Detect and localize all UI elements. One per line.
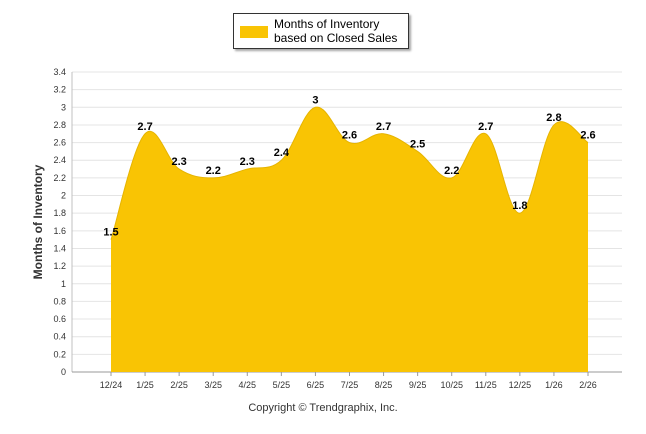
data-label: 2.7: [376, 121, 391, 133]
y-tick-label: 3: [61, 102, 66, 112]
x-tick-label: 2/25: [170, 380, 188, 390]
data-label: 1.5: [103, 227, 118, 239]
y-tick-label: 2: [61, 191, 66, 201]
data-label: 2.7: [478, 121, 493, 133]
data-label: 2.7: [137, 121, 152, 133]
y-tick-label: 0.8: [53, 296, 66, 306]
copyright-credit: Copyright © Trendgraphix, Inc.: [248, 402, 398, 414]
legend-label: Months of Inventory based on Closed Sale…: [274, 17, 398, 45]
data-label: 2.8: [546, 112, 561, 124]
y-axis-title: Months of Inventory: [31, 164, 45, 279]
y-tick-label: 1.8: [53, 208, 66, 218]
y-tick-label: 3.2: [53, 85, 66, 95]
y-tick-label: 0.6: [53, 314, 66, 324]
data-label: 2.3: [171, 156, 186, 168]
x-tick-label: 10/25: [440, 380, 463, 390]
data-label: 2.2: [206, 165, 221, 177]
legend-swatch: [240, 26, 268, 38]
area-fill: [111, 107, 588, 372]
x-tick-label: 12/25: [509, 380, 532, 390]
y-tick-label: 2.8: [53, 120, 66, 130]
x-tick-label: 2/26: [579, 380, 597, 390]
x-tick-label: 3/25: [204, 380, 222, 390]
x-tick-label: 1/26: [545, 380, 563, 390]
data-label: 2.4: [274, 147, 290, 159]
x-tick-label: 12/24: [100, 380, 123, 390]
legend: Months of Inventory based on Closed Sale…: [233, 13, 409, 49]
data-label: 2.2: [444, 165, 459, 177]
x-tick-label: 1/25: [136, 380, 154, 390]
y-tick-label: 1.2: [53, 261, 66, 271]
series-line: [110, 106, 589, 240]
y-tick-label: 0.2: [53, 349, 66, 359]
data-label: 2.5: [410, 138, 425, 150]
y-tick-label: 1: [61, 279, 66, 289]
y-tick-label: 0.4: [53, 332, 66, 342]
data-label: 2.3: [240, 156, 255, 168]
data-label: 2.6: [342, 130, 357, 142]
x-tick-label: 8/25: [375, 380, 393, 390]
y-tick-label: 3.4: [53, 67, 66, 77]
data-label: 2.6: [580, 130, 595, 142]
data-label: 3: [312, 94, 318, 106]
y-tick-label: 2.2: [53, 173, 66, 183]
y-tick-label: 2.4: [53, 155, 66, 165]
x-tick-label: 4/25: [239, 380, 257, 390]
x-tick-label: 11/25: [475, 380, 497, 390]
x-tick-label: 6/25: [307, 380, 325, 390]
data-label: 1.8: [512, 200, 527, 212]
y-tick-label: 0: [61, 367, 66, 377]
x-tick-label: 7/25: [341, 380, 359, 390]
y-tick-label: 2.6: [53, 138, 66, 148]
x-tick-label: 5/25: [273, 380, 291, 390]
x-tick-label: 9/25: [409, 380, 427, 390]
y-tick-label: 1.4: [53, 243, 66, 253]
y-tick-label: 1.6: [53, 226, 66, 236]
